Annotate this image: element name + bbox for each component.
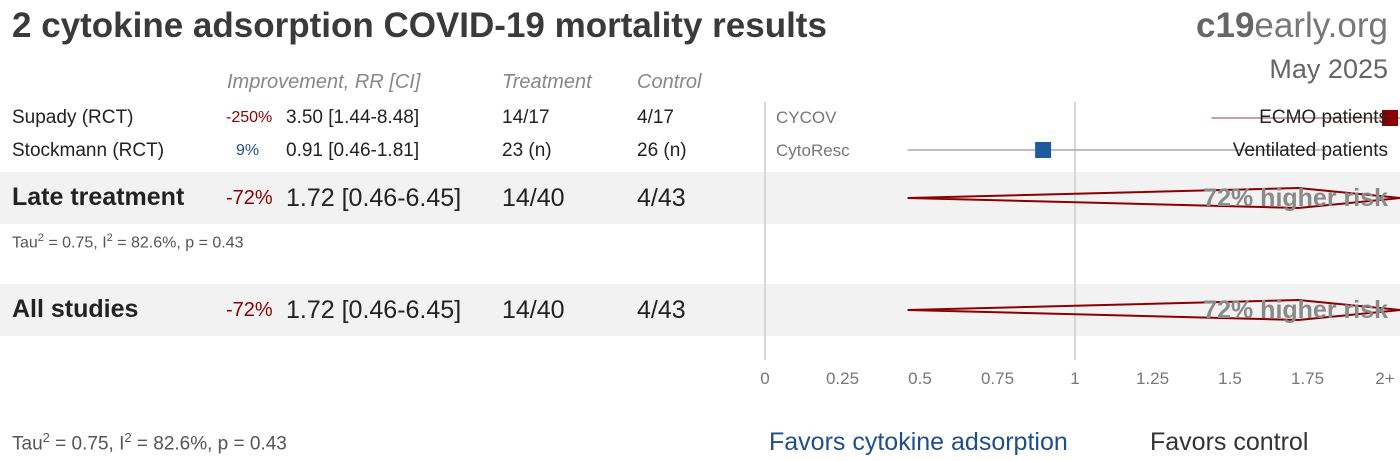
study-rr-ci: 3.50 [1.44-8.48] — [286, 107, 420, 128]
all-studies-band — [0, 284, 1400, 336]
stat-tau: Tau — [12, 234, 38, 252]
all-studies-label: All studies — [12, 295, 139, 323]
col-header-improvement: Improvement, RR [CI] — [227, 71, 421, 93]
late-treatment-stats: Tau2 = 0.75, I2 = 82.6%, p = 0.43 — [12, 232, 244, 252]
brand-bold: c19 — [1196, 6, 1255, 45]
late-treatment-control: 4/43 — [637, 184, 686, 212]
late-treatment-improvement: -72% — [226, 187, 273, 209]
x-tick-label: 1.5 — [1218, 369, 1242, 388]
brand-rest: early.org — [1254, 6, 1388, 45]
stat-i: = 0.75, I — [49, 433, 125, 455]
study-name: Supady (RCT) — [12, 107, 134, 128]
stat-i: = 0.75, I — [43, 234, 107, 252]
all-studies-rr-ci: 1.72 [0.46-6.45] — [286, 296, 462, 324]
all-studies-treatment: 14/40 — [502, 296, 565, 324]
x-tick-label: 0 — [760, 369, 769, 388]
plot-study-label: CYCOV — [776, 108, 837, 127]
favors-control-label: Favors control — [1150, 428, 1309, 456]
x-tick-label: 0.75 — [981, 369, 1014, 388]
stat-sup: 2 — [124, 430, 132, 445]
late-treatment-treatment: 14/40 — [502, 184, 565, 212]
study-control: 26 (n) — [637, 140, 687, 161]
subgroup-label: ECMO patients — [1259, 107, 1388, 128]
late-treatment-risk-text: 72% higher risk — [1203, 184, 1388, 212]
late-treatment-band — [0, 172, 1400, 224]
plot-study-label: CytoResc — [776, 141, 850, 160]
study-treatment: 23 (n) — [502, 140, 552, 161]
all-studies-improvement: -72% — [226, 299, 273, 321]
study-point-marker — [1035, 142, 1052, 158]
col-header-treatment: Treatment — [502, 71, 592, 93]
subgroup-label: Ventilated patients — [1232, 140, 1388, 161]
stat-sup: 2 — [106, 232, 113, 244]
late-treatment-rr-ci: 1.72 [0.46-6.45] — [286, 184, 462, 212]
study-control: 4/17 — [637, 107, 674, 128]
x-tick-label: 0.5 — [908, 369, 932, 388]
stat-sup: 2 — [42, 430, 50, 445]
pooled-diamond — [907, 298, 1400, 322]
study-rr-ci: 0.91 [0.46-1.81] — [286, 140, 420, 161]
study-point-marker — [1382, 110, 1398, 126]
stat-rest: = 82.6%, p = 0.43 — [112, 234, 244, 252]
study-treatment: 14/17 — [502, 107, 550, 128]
study-name: Stockmann (RCT) — [12, 140, 165, 161]
all-studies-control: 4/43 — [637, 296, 686, 324]
x-tick-label: 1 — [1070, 369, 1079, 388]
stat-rest: = 82.6%, p = 0.43 — [131, 433, 287, 455]
x-tick-label: 2+ — [1375, 369, 1394, 388]
col-header-control: Control — [637, 71, 702, 93]
all-studies-risk-text: 72% higher risk — [1203, 296, 1388, 324]
x-tick-label: 1.75 — [1291, 369, 1324, 388]
stat-sup: 2 — [37, 232, 44, 244]
x-tick-label: 1.25 — [1136, 369, 1169, 388]
brand-logo: c19early.org — [1196, 6, 1388, 46]
pooled-diamond — [907, 186, 1400, 210]
page-title: 2 cytokine adsorption COVID-19 mortality… — [12, 6, 827, 45]
study-improvement: 9% — [236, 142, 260, 159]
all-studies-stats: Tau2 = 0.75, I2 = 82.6%, p = 0.43 — [12, 430, 287, 455]
date-label: May 2025 — [1269, 54, 1388, 84]
x-tick-label: 0.25 — [826, 369, 859, 388]
late-treatment-label: Late treatment — [12, 183, 185, 211]
favors-treatment-label: Favors cytokine adsorption — [769, 428, 1068, 456]
study-improvement: -250% — [226, 109, 273, 126]
stat-tau: Tau — [12, 433, 43, 455]
